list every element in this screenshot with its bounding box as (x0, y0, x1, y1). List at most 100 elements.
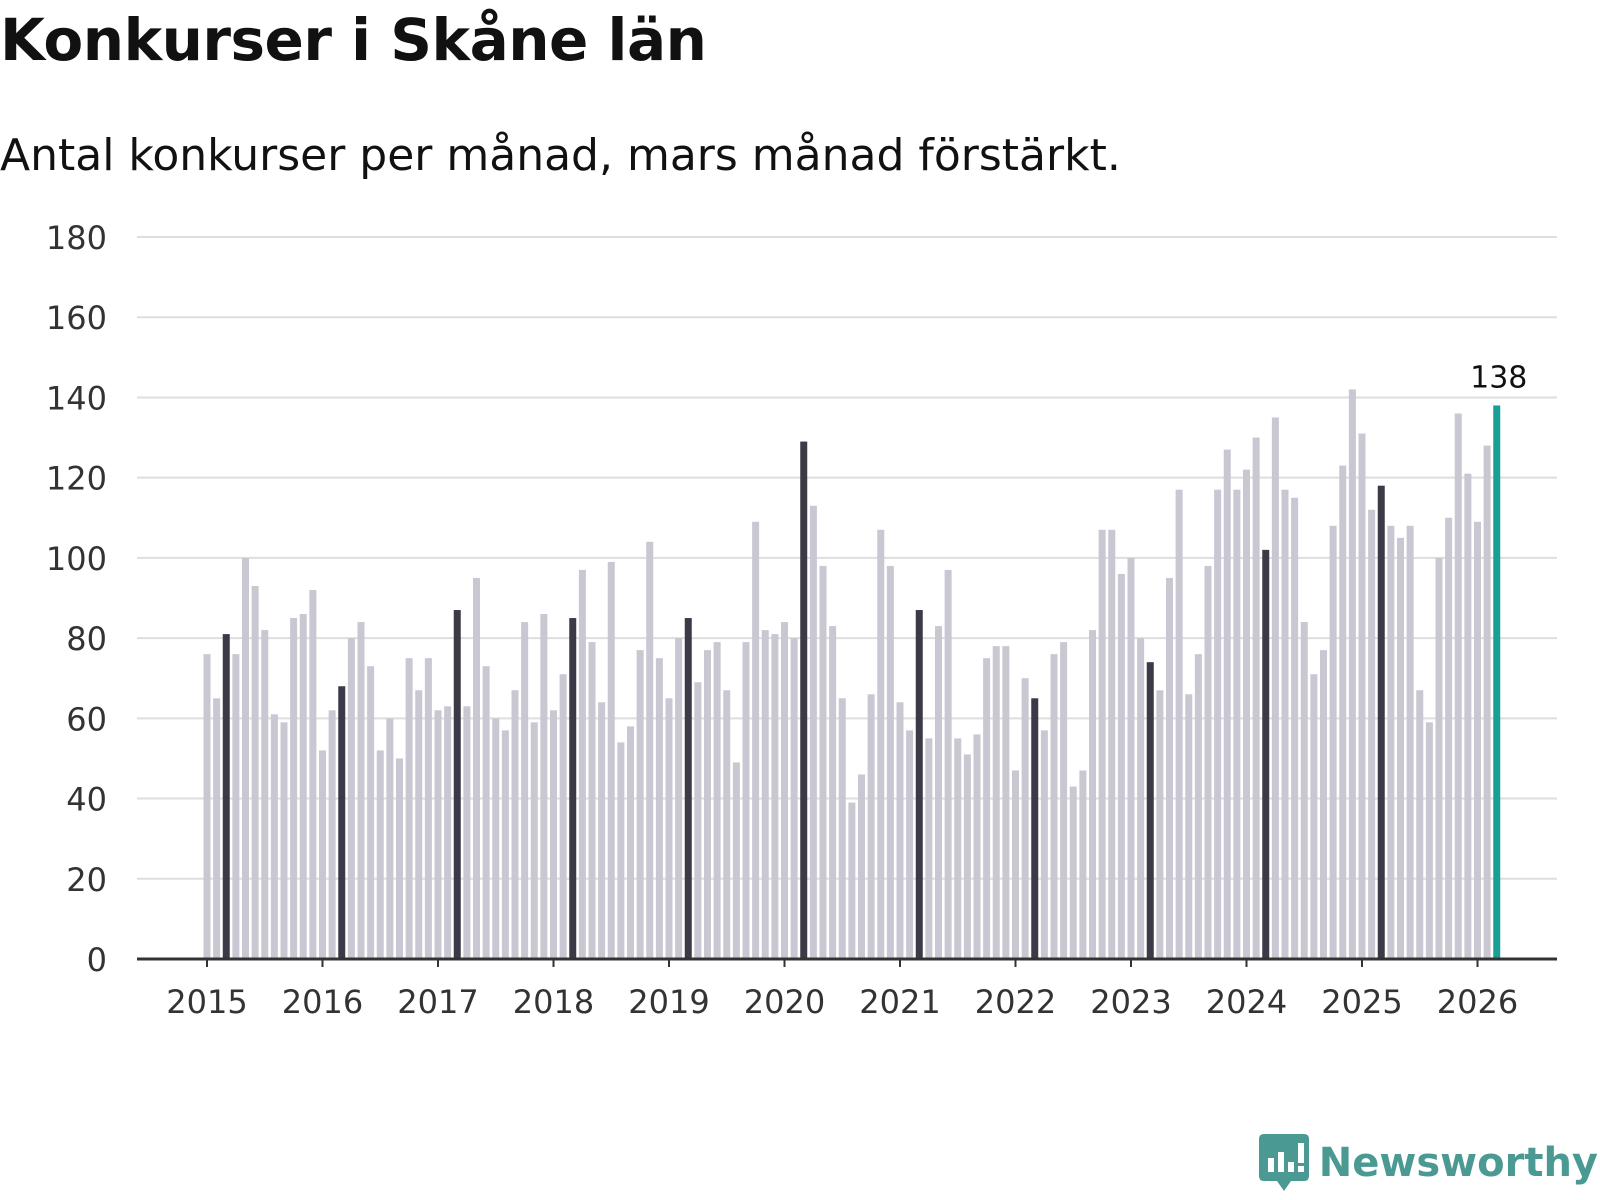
bar (299, 614, 307, 959)
bar-march (1031, 698, 1039, 959)
bar (906, 730, 914, 959)
bar (886, 565, 894, 959)
bar (1474, 521, 1481, 959)
bar (1233, 489, 1241, 959)
y-tick-label: 40 (66, 781, 107, 819)
bar (1310, 674, 1318, 959)
bar (1060, 642, 1068, 959)
bar (559, 674, 567, 959)
chart-subtitle: Antal konkurser per månad, mars månad fö… (0, 130, 1121, 181)
bar (1348, 389, 1356, 959)
bar (694, 682, 702, 959)
bar-march (1262, 549, 1270, 959)
bar (809, 505, 817, 959)
x-tick-label: 2018 (513, 983, 594, 1021)
x-tick-label: 2015 (166, 983, 247, 1021)
bar (1137, 638, 1145, 959)
bar (270, 714, 278, 959)
bar (1454, 413, 1462, 959)
bar (617, 742, 625, 959)
bar (319, 750, 326, 959)
bar (896, 702, 904, 959)
bar (1108, 529, 1116, 959)
bar (530, 722, 538, 959)
data-label-latest: 138 (1470, 360, 1527, 395)
bar (1089, 630, 1096, 959)
y-axis: 0 20 40 60 80 100 120 140 160 180 (46, 219, 107, 979)
bar (732, 762, 740, 959)
bar (973, 734, 981, 959)
brand-logo: Newsworthy (1258, 1134, 1598, 1192)
bar (492, 718, 500, 959)
bar (1291, 497, 1299, 959)
bar (771, 634, 779, 959)
bar-march (338, 686, 346, 959)
bar (386, 718, 394, 959)
bar (761, 630, 769, 959)
bar (1214, 489, 1222, 959)
gridlines (137, 236, 1557, 880)
bar (550, 710, 557, 959)
bar (925, 738, 933, 959)
brand-name: Newsworthy (1318, 1140, 1598, 1186)
bars (203, 389, 1501, 960)
x-tick-label: 2019 (628, 983, 709, 1021)
bar (963, 754, 971, 959)
bar (1271, 417, 1279, 959)
bar (1002, 646, 1010, 959)
bar-latest (1493, 405, 1501, 959)
bar (347, 638, 355, 959)
bar-march (915, 610, 923, 959)
bar (742, 642, 750, 959)
bar (627, 726, 634, 959)
bar-march (800, 441, 808, 960)
bar (829, 626, 837, 959)
bar (848, 802, 856, 959)
bar (1175, 489, 1183, 959)
bar (867, 694, 875, 959)
chart-title: Konkurser i Skåne län (0, 6, 707, 74)
x-tick-label: 2016 (282, 983, 363, 1021)
y-tick-label: 0 (87, 941, 107, 979)
bar (473, 577, 480, 959)
bar (1329, 525, 1337, 959)
bar (1483, 445, 1491, 960)
bar (1127, 557, 1135, 959)
bar (261, 630, 269, 959)
y-tick-label: 60 (66, 700, 107, 738)
bar (1300, 622, 1308, 959)
bar (280, 722, 288, 959)
bar (1012, 770, 1019, 959)
bar (1368, 509, 1376, 959)
bar (819, 565, 827, 959)
bar (578, 569, 586, 959)
bar (752, 521, 760, 959)
y-tick-label: 100 (46, 540, 107, 578)
bar (1079, 770, 1087, 959)
bar (1281, 489, 1289, 959)
bar (1358, 433, 1366, 959)
x-tick-label: 2022 (975, 983, 1056, 1021)
bar (665, 698, 673, 959)
bar (1464, 473, 1472, 959)
bar (1204, 565, 1212, 959)
bar (598, 702, 606, 959)
bar (424, 658, 432, 959)
bar (723, 690, 731, 959)
y-tick-label: 180 (46, 219, 107, 257)
bar (1243, 469, 1250, 959)
bar (309, 589, 317, 959)
bar (367, 666, 375, 959)
bar (1252, 437, 1260, 959)
bar (242, 557, 249, 959)
bar (521, 622, 529, 959)
newsworthy-logo-icon (1258, 1134, 1309, 1191)
bar (636, 650, 644, 959)
bar (444, 706, 452, 959)
bar (482, 666, 490, 959)
bar-march (222, 634, 230, 959)
bar (357, 622, 365, 959)
bar (463, 706, 471, 959)
bar-march (684, 618, 692, 959)
